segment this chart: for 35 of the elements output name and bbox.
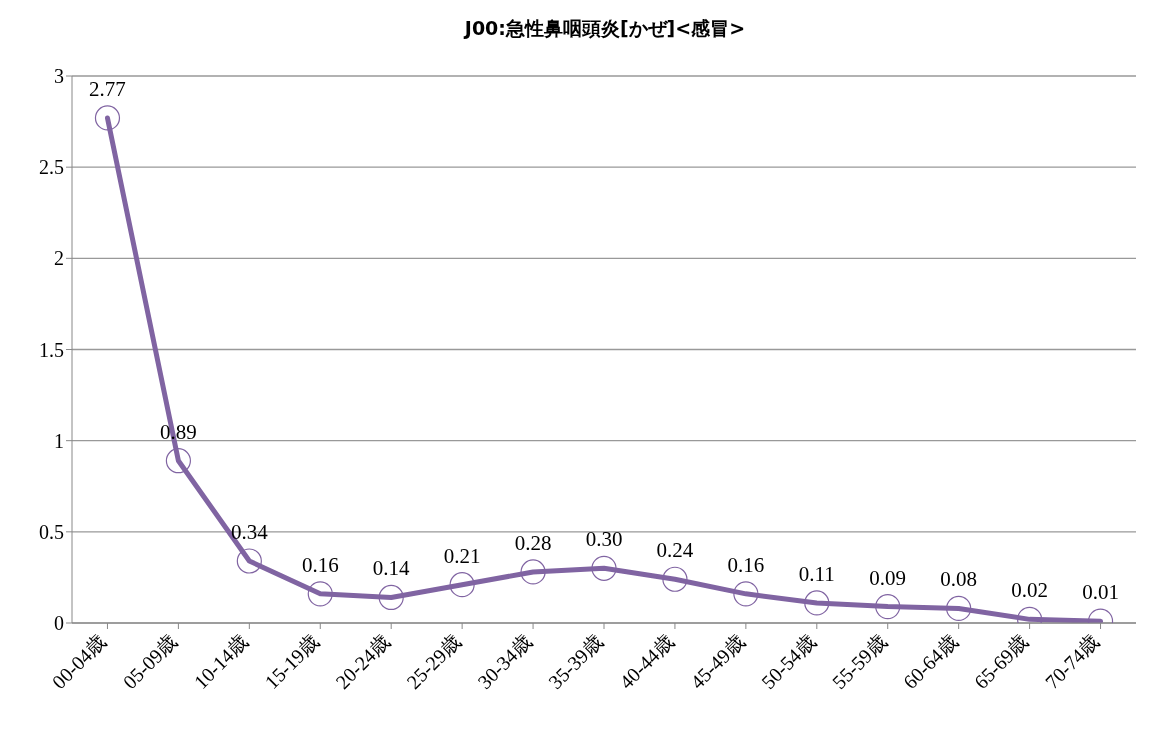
data-label: 2.77 [89,76,126,101]
data-label: 0.02 [1011,578,1048,603]
data-label: 0.16 [301,552,339,577]
data-label: 0.14 [372,556,411,581]
data-label: 0.01 [1082,580,1119,605]
data-label: 0.09 [869,565,907,590]
chart-title: J00:急性鼻咽頭炎[かぜ]<感冒> [462,16,747,41]
point [378,584,404,611]
point [804,590,830,616]
point [449,572,475,598]
point [520,559,546,585]
point [236,548,262,574]
point [591,555,617,581]
point [165,448,191,474]
data-label: 0.16 [727,552,765,577]
point [94,105,121,131]
y-tick-label: 3 [54,65,64,88]
point [307,581,333,607]
point [662,566,688,592]
data-label: 0.28 [514,530,552,555]
point [733,581,759,607]
y-tick-label: 2 [54,247,64,270]
data-label: 0.11 [798,561,835,586]
data-label: 0.24 [656,538,694,563]
point [875,593,901,620]
data-label: 0.21 [443,543,481,568]
y-tick-label: 1.5 [39,338,64,361]
y-tick-label: 0.5 [39,520,64,543]
data-label: 0.08 [940,567,978,592]
point [946,595,972,622]
y-tick-label: 0 [54,612,64,635]
y-tick-label: 1 [54,429,64,452]
y-tick-label: 2.5 [39,156,64,179]
data-label: 0.30 [585,527,623,552]
data-label: 0.34 [230,520,269,545]
